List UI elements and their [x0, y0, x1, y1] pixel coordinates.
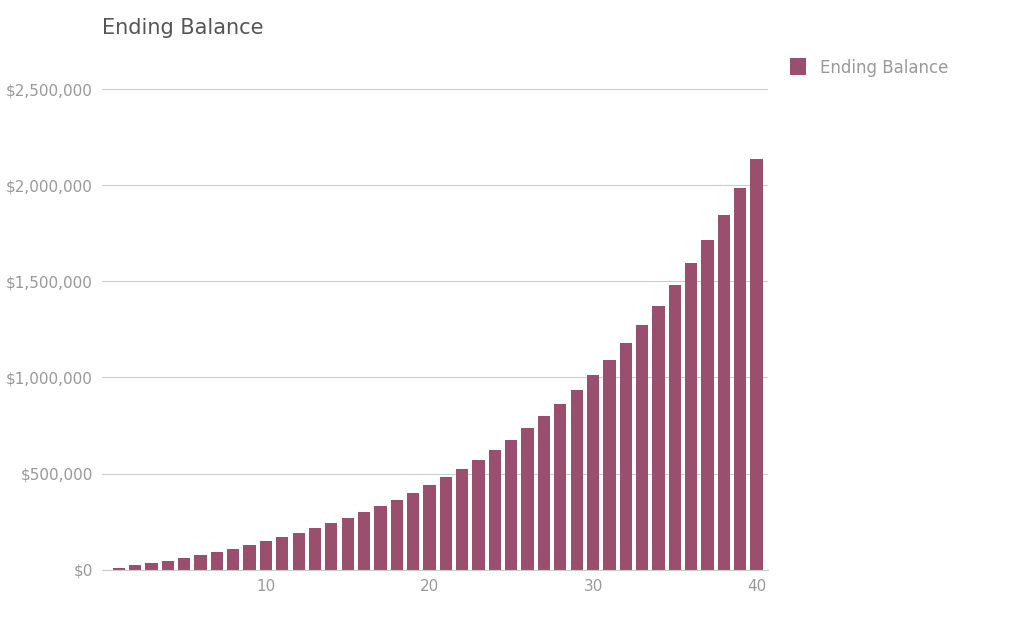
Bar: [603, 360, 615, 570]
Bar: [342, 518, 354, 570]
Bar: [293, 533, 305, 570]
Bar: [620, 343, 632, 570]
Bar: [407, 493, 419, 570]
Bar: [439, 477, 452, 570]
Bar: [505, 439, 517, 570]
Bar: [375, 506, 386, 570]
Bar: [195, 555, 207, 570]
Bar: [587, 375, 599, 570]
Bar: [456, 469, 468, 570]
Bar: [554, 404, 566, 570]
Bar: [178, 558, 190, 570]
Bar: [211, 552, 223, 570]
Bar: [751, 159, 763, 570]
Bar: [734, 188, 746, 570]
Bar: [488, 450, 501, 570]
Bar: [276, 537, 289, 570]
Bar: [652, 306, 665, 570]
Bar: [326, 523, 338, 570]
Bar: [472, 460, 484, 570]
Bar: [636, 325, 648, 570]
Bar: [358, 512, 371, 570]
Bar: [162, 561, 174, 570]
Bar: [227, 549, 240, 570]
Bar: [685, 263, 697, 570]
Bar: [145, 563, 158, 570]
Bar: [244, 545, 256, 570]
Bar: [669, 285, 681, 570]
Bar: [521, 429, 534, 570]
Bar: [718, 215, 730, 570]
Bar: [113, 568, 125, 570]
Bar: [309, 529, 322, 570]
Bar: [260, 541, 272, 570]
Legend: Ending Balance: Ending Balance: [790, 59, 948, 77]
Bar: [570, 390, 583, 570]
Text: Ending Balance: Ending Balance: [102, 18, 264, 38]
Bar: [390, 500, 402, 570]
Bar: [701, 240, 714, 570]
Bar: [129, 565, 141, 570]
Bar: [423, 486, 435, 570]
Bar: [538, 417, 550, 570]
